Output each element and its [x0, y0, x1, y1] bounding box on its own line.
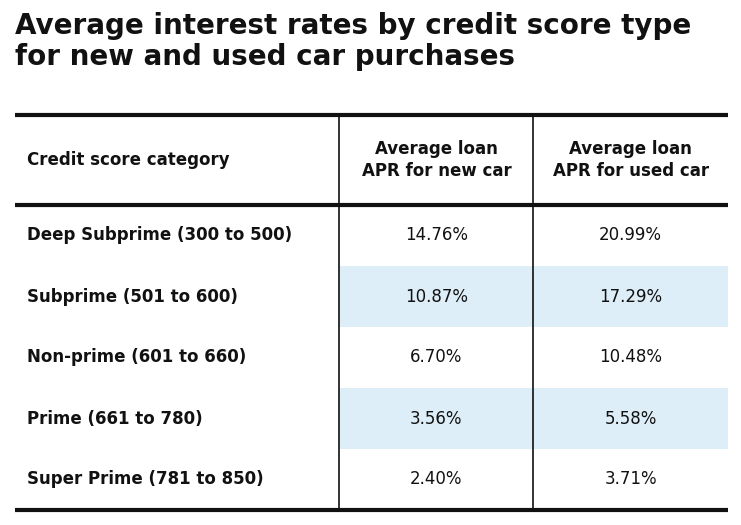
Text: 6.70%: 6.70%: [411, 349, 462, 366]
Text: Credit score category: Credit score category: [27, 151, 230, 169]
Bar: [339, 388, 728, 449]
Text: 14.76%: 14.76%: [405, 226, 468, 245]
Text: Deep Subprime (300 to 500): Deep Subprime (300 to 500): [27, 226, 292, 245]
Text: 10.87%: 10.87%: [405, 288, 468, 306]
Text: 5.58%: 5.58%: [605, 410, 657, 427]
Text: Non-prime (601 to 660): Non-prime (601 to 660): [27, 349, 246, 366]
Text: 17.29%: 17.29%: [599, 288, 662, 306]
Text: 3.56%: 3.56%: [410, 410, 462, 427]
Text: 2.40%: 2.40%: [410, 470, 462, 488]
Text: 10.48%: 10.48%: [599, 349, 662, 366]
Text: Super Prime (781 to 850): Super Prime (781 to 850): [27, 470, 264, 488]
Text: Average loan
APR for used car: Average loan APR for used car: [553, 140, 708, 180]
Text: 3.71%: 3.71%: [605, 470, 657, 488]
Bar: [339, 266, 728, 327]
Text: 20.99%: 20.99%: [599, 226, 662, 245]
Text: Average loan
APR for new car: Average loan APR for new car: [362, 140, 511, 180]
Text: Prime (661 to 780): Prime (661 to 780): [27, 410, 202, 427]
Bar: [15, 115, 728, 205]
Text: Subprime (501 to 600): Subprime (501 to 600): [27, 288, 238, 306]
Text: Average interest rates by credit score type
for new and used car purchases: Average interest rates by credit score t…: [15, 12, 691, 71]
